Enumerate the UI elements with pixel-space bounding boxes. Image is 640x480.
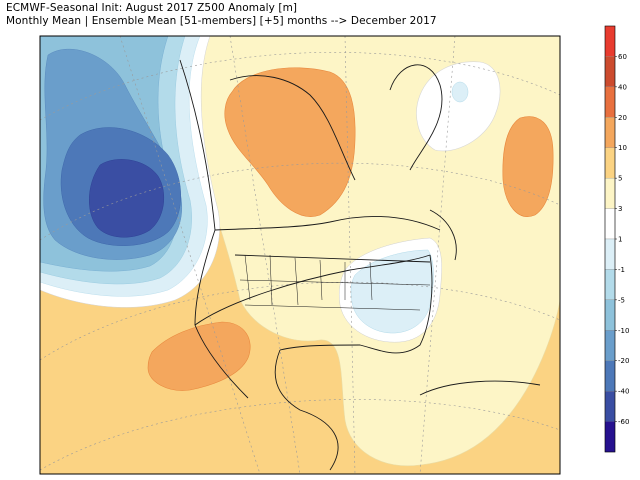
colorbar-segment bbox=[604, 117, 616, 148]
colorbar-segment bbox=[604, 177, 616, 209]
colorbar-tick-label: -40 bbox=[618, 388, 629, 396]
map-plot-area bbox=[40, 36, 560, 474]
colorbar-tick-label: 60 bbox=[618, 53, 627, 61]
colorbar-segment bbox=[604, 56, 616, 88]
weak-negative-northeast bbox=[451, 81, 469, 103]
colorbar-segment bbox=[604, 390, 616, 422]
graticule bbox=[40, 36, 560, 474]
colorbar-tick-label: -5 bbox=[618, 296, 625, 304]
colorbar-segment bbox=[604, 360, 616, 392]
chart-title-line-2: Monthly Mean | Ensemble Mean [51-members… bbox=[6, 15, 437, 27]
colorbar-tick-label: -1 bbox=[618, 266, 625, 274]
colorbar-tick-label: 20 bbox=[618, 114, 627, 122]
colorbar-segment bbox=[604, 238, 616, 270]
warm-anomaly-atlantic bbox=[502, 116, 554, 217]
cool-anomaly-southeast bbox=[350, 249, 434, 334]
colorbar-segment bbox=[604, 269, 616, 301]
colorbar-segment-top bbox=[605, 26, 615, 57]
colorbar-frame bbox=[604, 25, 616, 453]
neutral-ring-northeast bbox=[416, 61, 501, 152]
map-frame bbox=[39, 35, 561, 475]
colorbar-tick-label: 10 bbox=[618, 144, 627, 152]
state-borders bbox=[239, 254, 431, 311]
colorbar-segment bbox=[604, 330, 616, 361]
colorbar: 60 40 20 10 5 3 1 -1 -5 -10 -20 -40 -60 bbox=[604, 25, 629, 453]
colorbar-tick-label: 1 bbox=[618, 236, 622, 244]
colorbar-segment bbox=[604, 147, 616, 179]
warm-anomaly-canada bbox=[224, 67, 356, 217]
colorbar-segment-bottom bbox=[605, 421, 615, 452]
colorbar-tick-label: 5 bbox=[618, 175, 622, 183]
colorbar-segment bbox=[604, 86, 616, 118]
chart-title-line-1: ECMWF-Seasonal Init: August 2017 Z500 An… bbox=[6, 2, 298, 14]
colorbar-segment bbox=[604, 299, 616, 331]
coastlines bbox=[179, 59, 541, 471]
colorbar-tick-label: -10 bbox=[618, 327, 629, 335]
colorbar-tick-label: 3 bbox=[618, 205, 622, 213]
colorbar-tick-label: 40 bbox=[618, 83, 627, 91]
colorbar-segment bbox=[604, 208, 616, 240]
colorbar-tick-label: -20 bbox=[618, 357, 629, 365]
colorbar-tick-label: -60 bbox=[618, 418, 629, 426]
